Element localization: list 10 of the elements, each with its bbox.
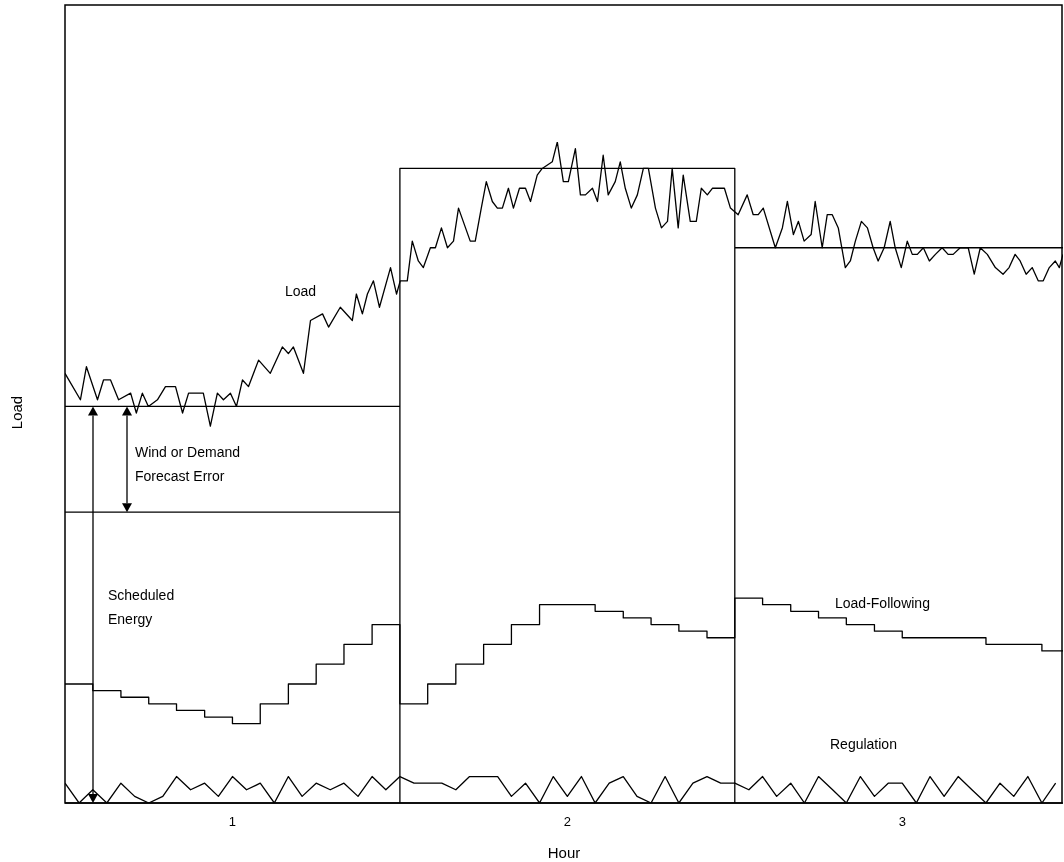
x-axis-title: Hour — [547, 844, 581, 861]
annotation: Load-Following — [835, 594, 930, 611]
x-tick-label: 3 — [898, 814, 906, 830]
annotation: Scheduled Energy — [108, 586, 175, 627]
x-tick-label: 2 — [563, 814, 571, 830]
annotation: Load — [285, 282, 317, 299]
x-tick-label: 1 — [228, 814, 237, 830]
annotation: Regulation — [830, 735, 897, 752]
annotation: Wind or Demand Forecast Error — [135, 443, 241, 484]
y-axis-title: Load — [8, 395, 25, 430]
